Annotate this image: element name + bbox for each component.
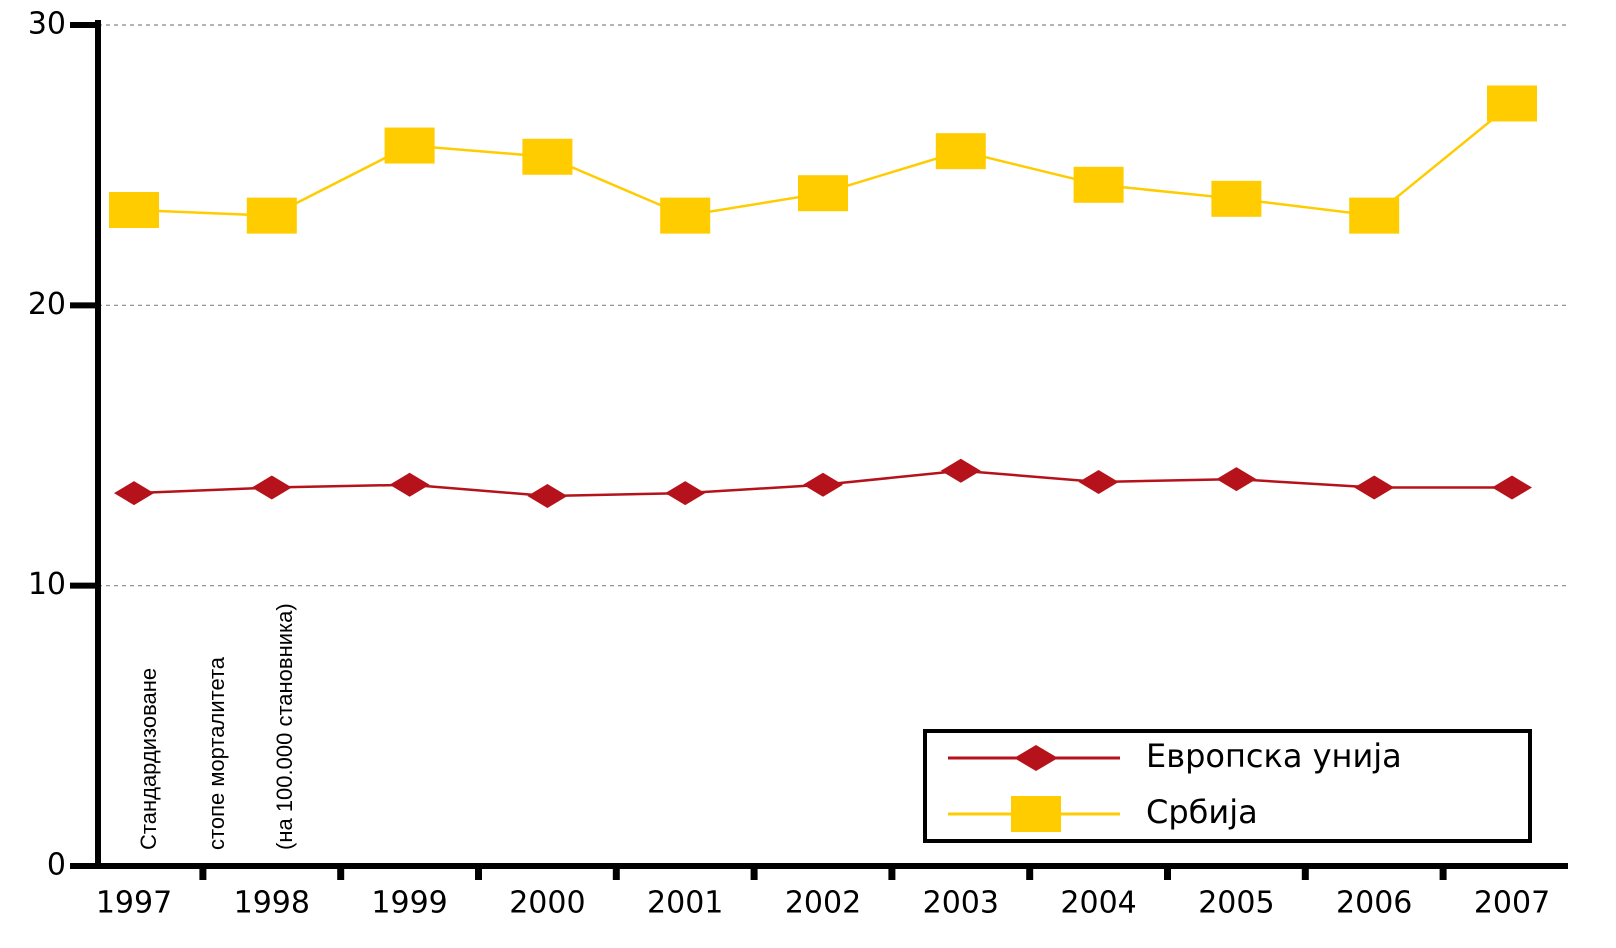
data-point <box>1078 469 1119 494</box>
data-point <box>527 483 568 508</box>
data-point <box>109 192 159 229</box>
data-point <box>389 472 430 497</box>
data-point <box>660 197 711 234</box>
x-tick-label: 2007 <box>1474 886 1550 921</box>
data-point <box>1211 180 1262 217</box>
data-point <box>940 458 981 483</box>
data-point <box>1216 467 1257 492</box>
data-point <box>803 472 843 497</box>
x-tick-label: 2003 <box>923 886 999 921</box>
x-tick-label: 2002 <box>785 886 861 921</box>
y-axis-label: стопе морталитета <box>204 656 229 850</box>
data-point <box>114 481 154 506</box>
x-tick-label: 1998 <box>234 886 310 921</box>
x-tick-label: 2006 <box>1336 886 1412 921</box>
data-point <box>1487 85 1537 122</box>
y-tick-label: 10 <box>28 567 66 602</box>
legend-marker <box>1014 745 1058 771</box>
y-axis-label: Стандардизоване <box>136 668 161 850</box>
x-tick-label: 2004 <box>1060 886 1136 921</box>
x-tick-label: 2001 <box>647 886 723 921</box>
data-point <box>798 175 848 212</box>
data-point <box>665 481 706 506</box>
data-point <box>246 197 297 234</box>
y-axis-label: (на 100.000 становника) <box>272 603 297 850</box>
legend-marker <box>1011 796 1061 832</box>
data-point <box>384 127 435 164</box>
data-point <box>251 475 292 500</box>
y-tick-label: 0 <box>47 848 66 883</box>
legend-label: Европска унија <box>1146 737 1402 775</box>
x-tick-label: 1999 <box>371 886 447 921</box>
data-point <box>1073 166 1124 203</box>
x-tick-label: 2005 <box>1198 886 1274 921</box>
y-tick-label: 30 <box>28 7 66 42</box>
y-tick-label: 20 <box>28 287 66 322</box>
data-point <box>1349 197 1400 234</box>
legend-label: Србија <box>1146 793 1258 831</box>
data-point <box>1492 475 1532 500</box>
x-tick-label: 2000 <box>509 886 585 921</box>
data-point <box>1354 475 1395 500</box>
x-tick-label: 1997 <box>96 886 172 921</box>
data-point <box>935 133 986 170</box>
data-point <box>522 138 573 175</box>
